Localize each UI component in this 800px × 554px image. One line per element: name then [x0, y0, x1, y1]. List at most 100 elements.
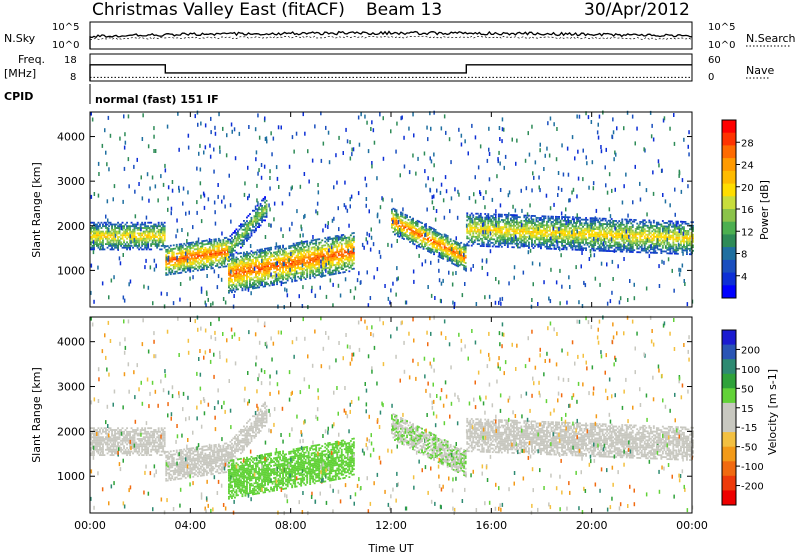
power-cell [502, 219, 505, 221]
power-cell [463, 268, 466, 271]
power-cell [518, 246, 521, 249]
power-cell [316, 261, 319, 264]
noise-panel [89, 21, 693, 50]
power-cell [301, 255, 304, 258]
power-cell [406, 228, 408, 231]
power-cell [600, 242, 603, 245]
power-cell [174, 265, 177, 268]
power-cell [571, 225, 574, 228]
power-cell [422, 248, 425, 250]
power-cell [117, 237, 119, 240]
power-cell [198, 267, 201, 270]
power-cell [118, 230, 121, 233]
power-cell [150, 236, 153, 238]
power-cell [555, 248, 557, 250]
power-cell [99, 236, 101, 238]
power-cell [126, 246, 128, 249]
power-cell [121, 225, 124, 228]
power-cell [163, 246, 166, 249]
power-cell [102, 232, 104, 235]
power-cell [503, 233, 506, 236]
power-cell [515, 214, 518, 217]
power-cell [561, 223, 563, 226]
power-cell [428, 227, 431, 230]
power-cell [660, 241, 663, 244]
power-cell [303, 258, 306, 261]
power-cell [243, 225, 245, 228]
power-cell [601, 244, 604, 247]
power-cell [321, 257, 324, 260]
power-cell [274, 251, 277, 254]
power-cell [309, 254, 312, 256]
power-cell [219, 241, 222, 244]
power-cell [313, 260, 316, 263]
power-cell [609, 234, 612, 236]
power-cell [250, 261, 253, 263]
power-cell [503, 226, 506, 229]
power-cell [487, 240, 490, 242]
power-cell [657, 236, 660, 238]
power-cell [657, 230, 660, 233]
power-cell [625, 234, 628, 237]
power-cell [294, 278, 297, 281]
power-cell [394, 228, 396, 230]
power-cell [493, 213, 496, 216]
power-cell [395, 216, 398, 219]
power-cell [144, 223, 147, 226]
power-cell [588, 227, 591, 230]
power-cell [265, 261, 268, 264]
power-cell [336, 261, 339, 264]
power-cell [543, 224, 545, 227]
power-cell [515, 241, 518, 243]
power-cell [228, 284, 230, 287]
power-cell [463, 247, 466, 249]
power-cell [169, 264, 172, 267]
power-cell [205, 266, 208, 269]
power-cell [109, 248, 112, 251]
power-cell [238, 272, 241, 274]
power-cell [424, 229, 426, 231]
power-cell [172, 258, 175, 261]
power-cell [231, 269, 233, 272]
power-cell [559, 235, 562, 238]
power-cell [494, 240, 497, 243]
power-cell [666, 231, 669, 233]
power-cell [318, 272, 321, 274]
power-cell [301, 253, 304, 256]
power-cell [115, 245, 118, 247]
power-cell [422, 239, 425, 241]
power-cell [246, 270, 248, 273]
power-cell [208, 249, 211, 252]
power-cell [601, 224, 604, 227]
power-cell [294, 260, 297, 263]
power-cell [467, 223, 470, 225]
power-cell [289, 271, 292, 274]
power-cell [312, 266, 315, 268]
power-cell [223, 265, 226, 268]
power-cell [556, 235, 559, 238]
power-cell [413, 222, 416, 224]
power-cell [295, 242, 298, 245]
power-cell [559, 232, 562, 234]
power-cell [666, 236, 669, 239]
power-cell [223, 254, 226, 257]
power-cell [237, 288, 239, 291]
power-cell [518, 237, 521, 240]
power-cell [442, 248, 445, 251]
power-cell [535, 218, 538, 221]
power-cell [228, 270, 230, 273]
power-cell [148, 227, 151, 229]
power-cell [603, 217, 606, 220]
power-cell [517, 239, 520, 242]
power-cell [592, 217, 595, 220]
power-cell [234, 265, 236, 268]
power-cell [684, 230, 687, 232]
power-cell [351, 252, 354, 254]
power-cell [391, 223, 393, 225]
power-cell [243, 220, 245, 222]
power-cell [676, 220, 679, 223]
power-cell [340, 245, 343, 247]
power-cell [312, 259, 315, 261]
power-cell [298, 268, 301, 271]
power-cell [283, 271, 286, 273]
